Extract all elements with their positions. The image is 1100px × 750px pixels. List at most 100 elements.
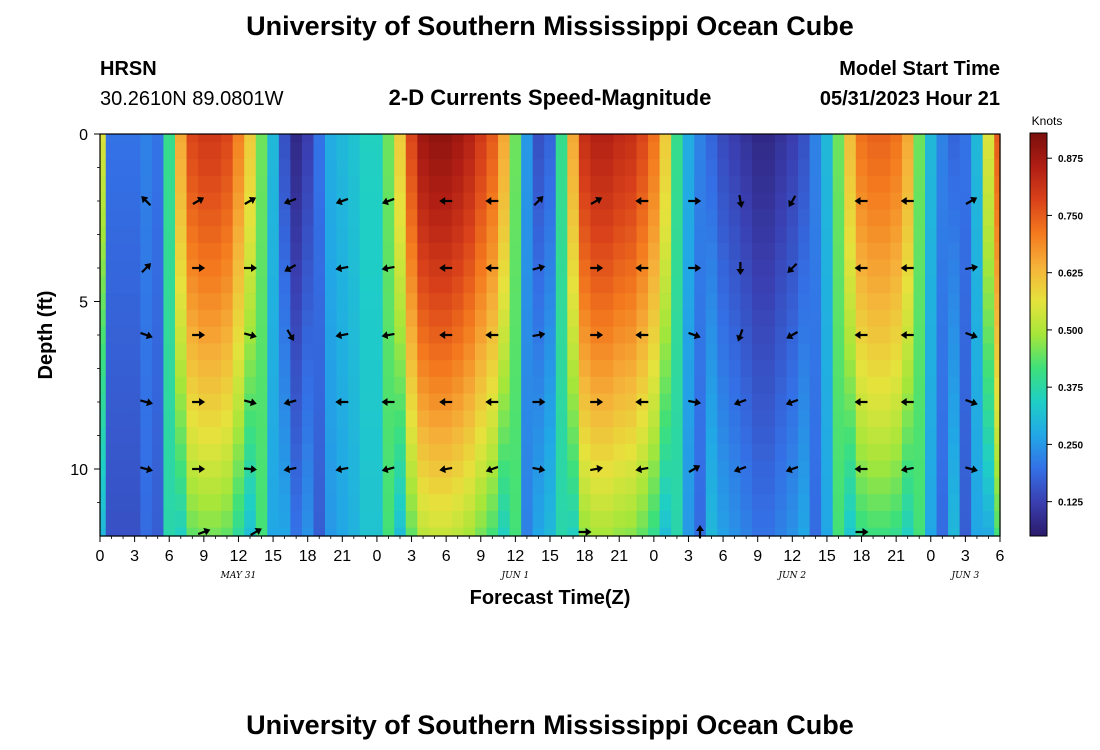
heatmap-cell xyxy=(532,226,545,244)
heatmap-cell xyxy=(982,209,995,227)
heatmap-cell xyxy=(140,443,153,462)
heatmap-cell xyxy=(555,192,568,210)
heatmap-cell xyxy=(486,443,499,462)
heatmap-cell xyxy=(625,460,638,478)
heatmap-cell xyxy=(255,293,268,311)
heatmap-cell xyxy=(890,209,903,227)
heatmap-cell xyxy=(151,209,165,227)
heatmap-cell xyxy=(959,309,972,328)
heatmap-cell xyxy=(740,259,753,277)
heatmap-cell xyxy=(255,360,268,378)
heatmap-cell xyxy=(936,175,949,194)
heatmap-cell xyxy=(982,142,995,160)
heatmap-cell xyxy=(371,293,384,311)
heatmap-cell xyxy=(555,494,568,512)
heatmap-cell xyxy=(100,527,107,537)
heatmap-cell xyxy=(855,175,868,194)
heatmap-cell xyxy=(209,427,222,445)
heatmap-cell xyxy=(151,527,165,537)
heatmap-cell xyxy=(671,326,684,344)
heatmap-cell xyxy=(948,226,961,244)
heatmap-cell xyxy=(844,142,857,160)
heatmap-cell xyxy=(544,242,557,261)
x-tick-label: 3 xyxy=(407,548,416,565)
heatmap-cell xyxy=(578,276,591,294)
current-arrow xyxy=(736,194,745,208)
heatmap-cell xyxy=(221,360,234,378)
heatmap-cell xyxy=(463,393,476,411)
heatmap-cell xyxy=(313,376,326,395)
x-tick-label: 9 xyxy=(753,548,762,565)
heatmap-cell xyxy=(682,460,695,478)
heatmap-cell xyxy=(105,259,118,277)
heatmap-cell xyxy=(267,326,280,344)
heatmap-cell xyxy=(221,326,234,344)
current-arrow xyxy=(590,331,604,339)
heatmap-cell xyxy=(100,360,107,378)
heatmap-cell xyxy=(821,510,834,529)
heatmap-cell xyxy=(751,192,765,210)
heatmap-cell xyxy=(140,226,153,244)
heatmap-cell xyxy=(475,360,488,378)
heatmap-cell xyxy=(209,460,222,478)
heatmap-cell xyxy=(555,343,568,361)
heatmap-cell xyxy=(994,443,1001,462)
heatmap-cell xyxy=(428,510,441,529)
heatmap-cell xyxy=(936,326,949,344)
heatmap-cell xyxy=(521,376,534,395)
heatmap-cell xyxy=(878,427,891,445)
heatmap-cell xyxy=(982,527,995,537)
heatmap-cell xyxy=(786,142,799,160)
heatmap-cell xyxy=(590,527,603,537)
heatmap-cell xyxy=(555,427,568,445)
current-arrow xyxy=(192,398,206,406)
heatmap-cell xyxy=(786,134,799,143)
heatmap-cell xyxy=(198,309,211,328)
heatmap-cell xyxy=(659,226,672,244)
heatmap-cell xyxy=(267,134,280,143)
heatmap-cell xyxy=(578,477,591,495)
heatmap-cell xyxy=(267,175,280,194)
x-tick-label: 0 xyxy=(96,548,105,565)
heatmap-cell xyxy=(463,159,476,177)
heatmap-cell xyxy=(475,309,488,328)
heatmap-cell xyxy=(313,226,326,244)
heatmap-cell xyxy=(544,427,557,445)
heatmap-cell xyxy=(313,360,326,378)
heatmap-cell xyxy=(128,410,141,428)
heatmap-cell xyxy=(890,360,903,378)
heatmap-cell xyxy=(694,360,707,378)
heatmap-cell xyxy=(890,242,903,261)
heatmap-cell xyxy=(844,427,857,445)
heatmap-cell xyxy=(913,276,926,294)
heatmap-cell xyxy=(463,276,476,294)
heatmap-cell xyxy=(128,527,141,537)
heatmap-cell xyxy=(832,226,845,244)
heatmap-cell xyxy=(971,477,984,495)
heatmap-cell xyxy=(140,293,153,311)
heatmap-cell xyxy=(821,293,834,311)
heatmap-cell xyxy=(971,276,984,294)
heatmap-cell xyxy=(175,326,188,344)
heatmap-cell xyxy=(336,527,349,537)
heatmap-cell xyxy=(959,175,972,194)
heatmap-cell xyxy=(267,142,280,160)
heatmap-cell xyxy=(105,460,118,478)
heatmap-cell xyxy=(486,209,499,227)
heatmap-cell xyxy=(532,427,545,445)
heatmap-cell xyxy=(290,343,303,361)
heatmap-cell xyxy=(348,443,361,462)
heatmap-cell xyxy=(278,494,291,512)
heatmap-cell xyxy=(648,376,661,395)
heatmap-cell xyxy=(567,393,580,411)
heatmap-cell xyxy=(290,494,303,512)
heatmap-cell xyxy=(671,477,684,495)
heatmap-cell xyxy=(100,494,107,512)
heatmap-cell xyxy=(498,360,511,378)
heatmap-cell xyxy=(232,460,245,478)
heatmap-cell xyxy=(475,242,488,261)
heatmap-cell xyxy=(717,427,730,445)
heatmap-cell xyxy=(544,343,557,361)
heatmap-cell xyxy=(301,226,315,244)
x-axis-label: Forecast Time(Z) xyxy=(470,587,631,609)
